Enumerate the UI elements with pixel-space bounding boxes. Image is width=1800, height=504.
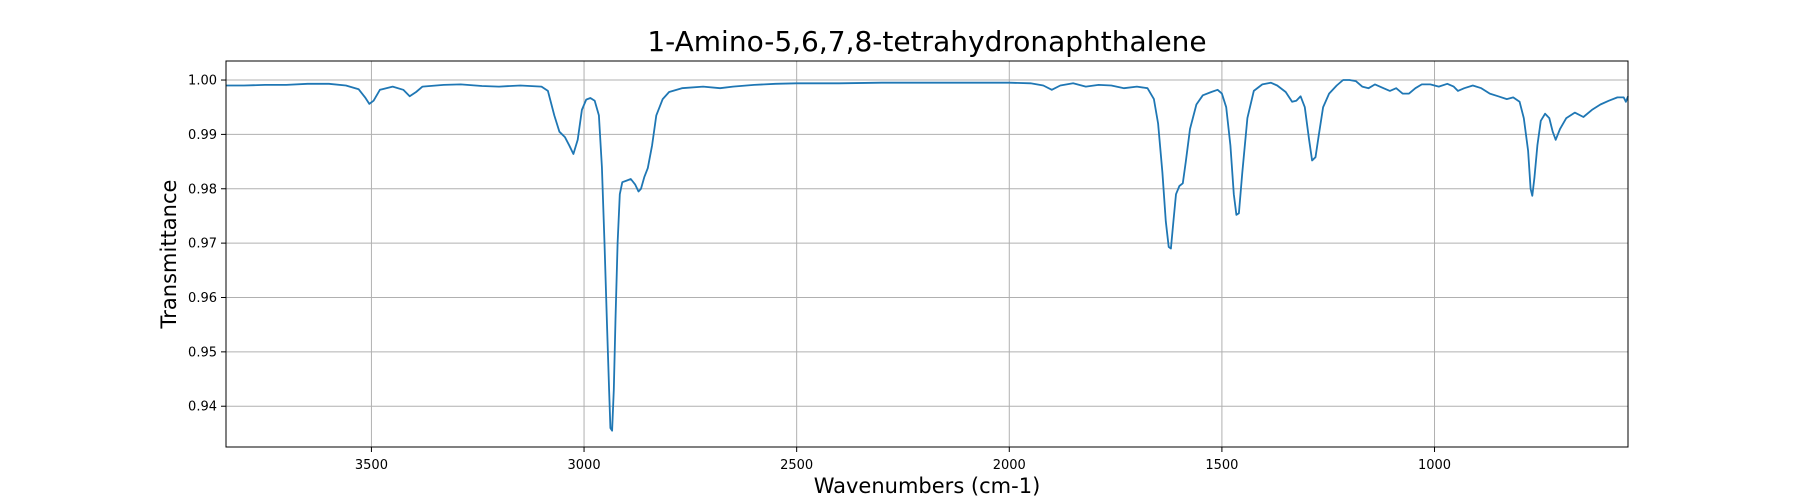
x-tick-label: 2000 [993, 458, 1026, 473]
x-tick-label: 3500 [355, 458, 388, 473]
y-tick-label: 1.00 [188, 74, 217, 89]
y-axis-label: Transmittance [157, 180, 181, 330]
y-tick-label: 0.98 [188, 182, 217, 197]
y-tick-label: 0.99 [188, 128, 217, 143]
x-tick-label: 3000 [568, 458, 601, 473]
x-axis-ticks: 3500 3000 2500 2000 1500 1000 [355, 447, 1451, 473]
x-axis-label: Wavenumbers (cm-1) [814, 474, 1041, 498]
y-tick-label: 0.97 [188, 237, 217, 252]
y-tick-label: 0.95 [188, 345, 217, 360]
series-layer [226, 79, 1629, 432]
y-tick-label: 0.96 [188, 291, 217, 306]
gridlines [226, 61, 1628, 447]
y-axis-ticks: 0.94 0.95 0.96 0.97 0.98 0.99 1.00 [188, 74, 226, 415]
plot-frame [225, 60, 1629, 448]
spectrum-line [226, 79, 1629, 432]
x-tick-label: 1000 [1418, 458, 1451, 473]
x-tick-label: 1500 [1205, 458, 1238, 473]
chart-title: 1-Amino-5,6,7,8-tetrahydronaphthalene [647, 25, 1206, 58]
y-tick-label: 0.94 [188, 400, 217, 415]
x-tick-label: 2500 [780, 458, 813, 473]
